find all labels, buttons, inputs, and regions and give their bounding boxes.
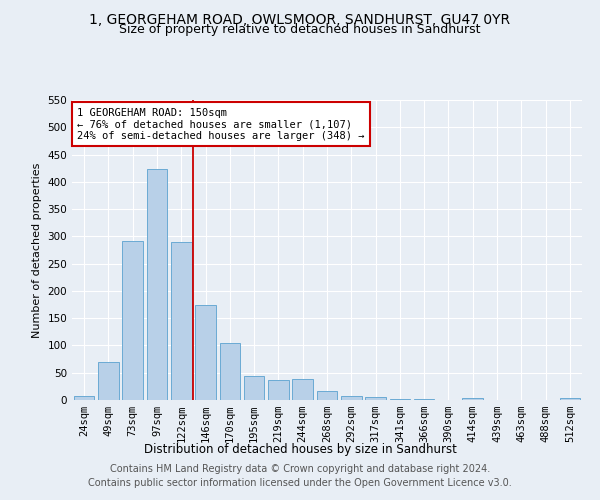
Bar (292, 380, 313, 400)
Bar (74, 396, 94, 400)
Bar (244, 376, 265, 400)
Text: 1, GEORGEHAM ROAD, OWLSMOOR, SANDHURST, GU47 0YR: 1, GEORGEHAM ROAD, OWLSMOOR, SANDHURST, … (89, 12, 511, 26)
Bar (98, 362, 119, 400)
Bar (365, 398, 386, 400)
Bar (560, 398, 580, 400)
Bar (146, 168, 167, 400)
Text: Distribution of detached houses by size in Sandhurst: Distribution of detached houses by size … (143, 442, 457, 456)
Text: Contains HM Land Registry data © Crown copyright and database right 2024.
Contai: Contains HM Land Registry data © Crown c… (88, 464, 512, 487)
Bar (463, 398, 483, 400)
Bar (195, 304, 216, 400)
Bar (220, 342, 240, 400)
Bar (341, 396, 362, 400)
Bar (122, 242, 143, 400)
Y-axis label: Number of detached properties: Number of detached properties (32, 162, 42, 338)
Bar (317, 392, 337, 400)
Text: 1 GEORGEHAM ROAD: 150sqm
← 76% of detached houses are smaller (1,107)
24% of sem: 1 GEORGEHAM ROAD: 150sqm ← 76% of detach… (77, 108, 365, 140)
Text: Size of property relative to detached houses in Sandhurst: Size of property relative to detached ho… (119, 22, 481, 36)
Bar (171, 242, 191, 400)
Bar (268, 380, 289, 400)
Bar (389, 399, 410, 400)
